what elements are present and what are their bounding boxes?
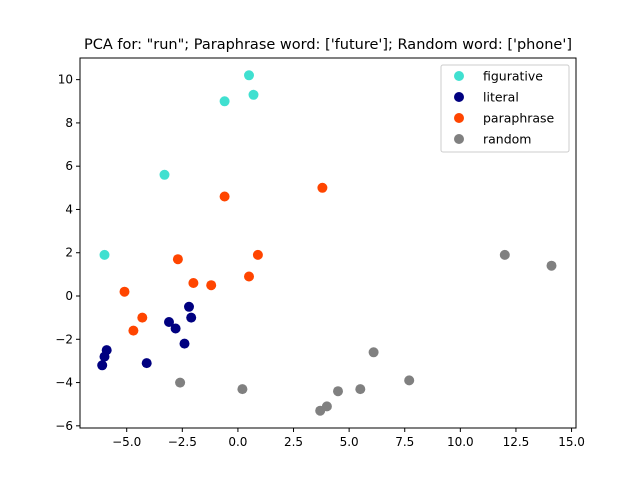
legend-label-random: random — [483, 132, 531, 147]
point-random-6 — [333, 386, 343, 397]
point-figurative-4 — [99, 249, 110, 260]
point-random-1 — [546, 260, 557, 271]
point-paraphrase-7 — [119, 286, 130, 297]
legend-marker-literal — [454, 92, 464, 102]
point-paraphrase-6 — [206, 280, 217, 291]
point-figurative-3 — [159, 169, 170, 180]
x-axis: −5.0 −2.5 0.0 2.5 5.0 7.5 10.0 12.5 15.0 — [112, 428, 585, 449]
point-paraphrase-5 — [188, 278, 199, 288]
point-paraphrase-9 — [128, 325, 139, 336]
x-tick-label: 5.0 — [340, 435, 359, 449]
legend-label-figurative: figurative — [483, 69, 543, 84]
y-tick-label: −4 — [55, 376, 73, 390]
point-random-2 — [368, 347, 379, 358]
point-paraphrase-2 — [172, 254, 183, 265]
point-literal-8 — [141, 358, 152, 369]
point-literal-1 — [186, 312, 197, 323]
point-random-3 — [404, 375, 415, 386]
y-tick-label: 6 — [65, 159, 73, 173]
point-figurative-2 — [248, 89, 259, 100]
legend-marker-paraphrase — [454, 113, 464, 123]
x-tick-label: 7.5 — [395, 435, 414, 449]
series-figurative — [99, 70, 259, 260]
point-paraphrase-4 — [244, 271, 254, 282]
y-tick-label: 10 — [58, 73, 73, 87]
series-paraphrase — [119, 182, 328, 336]
y-tick-label: 8 — [65, 116, 73, 130]
point-paraphrase-3 — [252, 249, 263, 260]
point-random-4 — [175, 377, 186, 388]
point-literal-2 — [164, 317, 174, 327]
point-random-9 — [315, 405, 326, 416]
point-paraphrase-8 — [137, 312, 148, 323]
plot-frame — [79, 57, 577, 429]
point-literal-0 — [184, 301, 194, 312]
point-literal-6 — [99, 351, 110, 362]
point-figurative-1 — [219, 96, 230, 107]
point-random-0 — [499, 249, 510, 260]
legend-marker-random — [454, 134, 464, 144]
x-tick-label: 0.0 — [228, 435, 247, 449]
series-random — [175, 249, 557, 416]
point-literal-3 — [170, 323, 181, 334]
point-literal-4 — [179, 338, 190, 349]
point-random-5 — [237, 384, 248, 395]
legend-box — [440, 64, 570, 153]
y-tick-label: 2 — [65, 246, 73, 260]
plot-marks — [97, 70, 557, 416]
chart-title: PCA for: "run"; Paraphrase word: ['futur… — [84, 37, 572, 53]
y-tick-label: 4 — [65, 202, 73, 216]
y-tick-label: 0 — [65, 289, 73, 303]
x-tick-label: 12.5 — [503, 435, 530, 449]
point-paraphrase-0 — [317, 182, 328, 193]
y-tick-label: −2 — [55, 332, 73, 346]
x-tick-label: 15.0 — [558, 435, 585, 449]
legend-label-paraphrase: paraphrase — [483, 111, 555, 126]
point-literal-7 — [97, 360, 108, 371]
legend: figurative literal paraphrase random — [440, 64, 570, 153]
x-tick-label: −5.0 — [112, 435, 141, 449]
x-tick-label: −2.5 — [168, 435, 197, 449]
x-tick-label: 2.5 — [284, 435, 303, 449]
y-tick-label: −6 — [55, 419, 73, 433]
y-axis: −6 −4 −2 0 2 4 6 8 10 — [55, 73, 80, 433]
point-figurative-0 — [244, 70, 254, 81]
legend-marker-figurative — [454, 71, 464, 81]
point-random-7 — [355, 384, 366, 395]
x-tick-label: 10.0 — [447, 435, 474, 449]
point-paraphrase-1 — [219, 191, 230, 202]
legend-label-literal: literal — [483, 90, 519, 105]
series-literal — [97, 301, 197, 371]
